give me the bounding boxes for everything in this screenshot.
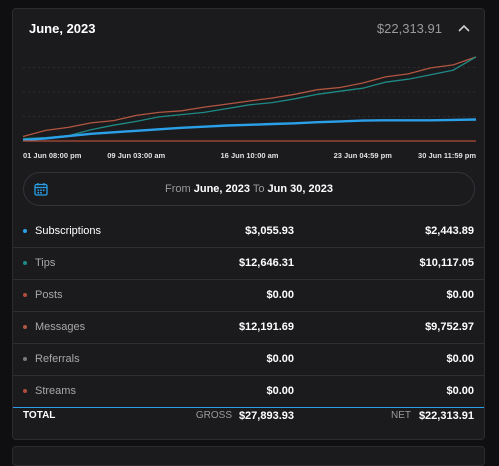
row-gross-value: $12,646.31 xyxy=(238,257,294,269)
x-tick-label: 23 Jun 04:59 pm xyxy=(334,151,393,160)
breakdown-row-streams[interactable]: Streams $0.00 $0.00 xyxy=(13,376,484,408)
from-date[interactable]: June, 2023 xyxy=(193,183,250,195)
row-net-value: $9,752.97 xyxy=(425,321,474,333)
period-title: June, 2023 xyxy=(29,21,96,36)
row-label: Streams xyxy=(35,385,76,397)
breakdown-row-tips[interactable]: Tips $12,646.31 $10,117.05 xyxy=(13,248,484,280)
next-period-card[interactable] xyxy=(12,446,485,466)
gross-caption: GROSS xyxy=(195,410,232,421)
net-caption: NET xyxy=(391,410,411,421)
series-line-tips xyxy=(22,56,477,140)
earnings-breakdown-list: Subscriptions $3,055.93 $2,443.89 Tips $12,6… xyxy=(13,216,484,408)
row-gross-value: $12,191.69 xyxy=(238,321,294,333)
row-net-value: $0.00 xyxy=(446,385,474,397)
date-range-picker[interactable]: From June, 2023 To Jun 30, 2023 xyxy=(23,172,475,206)
totals-row: TOTAL GROSS $27,893.93 NET $22,313.91 xyxy=(13,404,484,428)
row-label: Subscriptions xyxy=(35,225,102,237)
row-gross-value: $0.00 xyxy=(266,385,294,397)
to-date[interactable]: Jun 30, 2023 xyxy=(267,183,333,195)
x-tick-label: 30 Jun 11:59 pm xyxy=(418,151,476,160)
earnings-chart: 01 Jun 08:00 pm 09 Jun 03:00 am 16 Jun 10:… xyxy=(22,56,477,160)
period-total-amount: $22,313.91 xyxy=(376,21,442,36)
gross-total: $27,893.93 xyxy=(238,410,294,422)
breakdown-row-referrals[interactable]: Referrals $0.00 $0.00 xyxy=(13,344,484,376)
series-line-subscriptions xyxy=(22,118,477,142)
legend-dot-icon xyxy=(23,357,27,361)
row-net-value: $2,443.89 xyxy=(425,225,474,237)
row-gross-value: $0.00 xyxy=(266,353,294,365)
net-total: $22,313.91 xyxy=(418,410,474,422)
from-label: From xyxy=(165,183,191,195)
row-label: Messages xyxy=(35,321,86,333)
date-range-text: From June, 2023 To Jun 30, 2023 xyxy=(24,183,474,195)
total-label: TOTAL xyxy=(23,410,56,421)
breakdown-row-messages[interactable]: Messages $12,191.69 $9,752.97 xyxy=(13,312,484,344)
earnings-card: June, 2023 $22,313.91 01 Jun 08:00 pm 09 … xyxy=(12,8,485,440)
x-tick-label: 01 Jun 08:00 pm xyxy=(23,151,82,160)
legend-dot-icon xyxy=(23,293,27,297)
legend-dot-icon xyxy=(23,261,27,265)
row-label: Referrals xyxy=(35,353,80,365)
row-net-value: $0.00 xyxy=(446,289,474,301)
card-header[interactable]: June, 2023 $22,313.91 xyxy=(13,9,484,49)
row-label: Tips xyxy=(35,257,56,269)
series-line-messages xyxy=(22,56,477,138)
legend-dot-icon xyxy=(23,229,27,233)
breakdown-row-subscriptions[interactable]: Subscriptions $3,055.93 $2,443.89 xyxy=(13,216,484,248)
calendar-icon[interactable] xyxy=(34,182,48,196)
x-tick-label: 09 Jun 03:00 am xyxy=(107,151,165,160)
legend-dot-icon xyxy=(23,325,27,329)
chevron-up-icon[interactable] xyxy=(457,22,471,34)
row-gross-value: $3,055.93 xyxy=(245,225,294,237)
breakdown-row-posts[interactable]: Posts $0.00 $0.00 xyxy=(13,280,484,312)
row-gross-value: $0.00 xyxy=(266,289,294,301)
x-tick-label: 16 Jun 10:00 am xyxy=(221,151,279,160)
row-net-value: $10,117.05 xyxy=(419,257,474,269)
legend-dot-icon xyxy=(23,389,27,393)
to-label: To xyxy=(252,183,265,195)
row-net-value: $0.00 xyxy=(446,353,474,365)
row-label: Posts xyxy=(35,289,63,301)
